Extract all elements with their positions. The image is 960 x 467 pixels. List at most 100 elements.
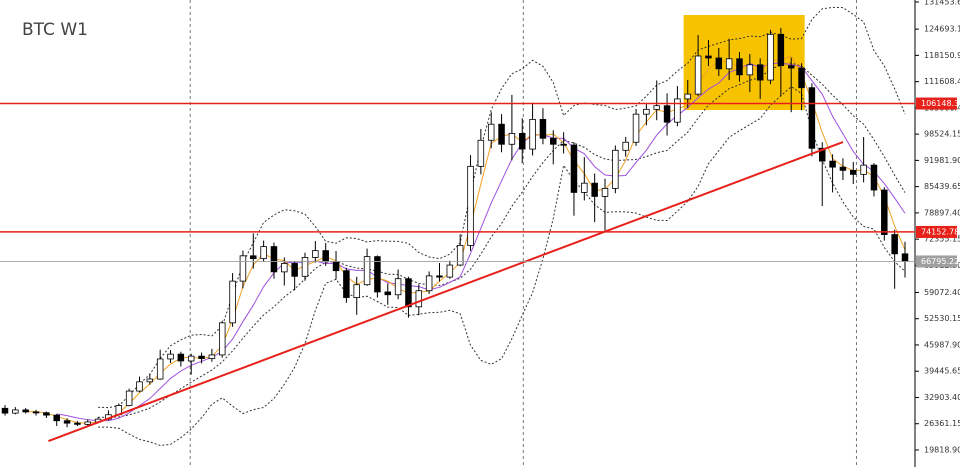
y-tick-label: 98524.15 bbox=[924, 130, 960, 139]
candle-body bbox=[415, 290, 423, 308]
candle-body bbox=[694, 55, 702, 95]
y-tick-label: 26361.15 bbox=[924, 419, 960, 428]
y-tick-label: 45987.90 bbox=[924, 340, 960, 349]
candle-body bbox=[198, 355, 205, 359]
y-tick-label: 111608.40 bbox=[924, 77, 960, 86]
candle-body bbox=[167, 353, 174, 360]
candle-body bbox=[839, 166, 847, 171]
candle-body bbox=[291, 263, 298, 277]
candle-body bbox=[136, 381, 143, 392]
candle-body bbox=[560, 143, 567, 146]
candle-body bbox=[477, 139, 485, 167]
candle-body bbox=[74, 422, 81, 425]
candle-body bbox=[353, 284, 360, 298]
highlight-box bbox=[683, 15, 805, 110]
candle-body bbox=[787, 65, 795, 69]
candle-body bbox=[498, 123, 505, 145]
y-tick-label: 32903.40 bbox=[924, 393, 960, 402]
candle-body bbox=[374, 256, 381, 293]
last-price-box bbox=[916, 255, 957, 268]
candle-body bbox=[177, 353, 185, 362]
y-tick-label: 19818.90 bbox=[924, 445, 960, 454]
candle-body bbox=[881, 189, 888, 235]
candle-body bbox=[581, 182, 588, 193]
y-tick-label: 91981.90 bbox=[924, 156, 960, 165]
candle-body bbox=[22, 409, 29, 413]
candle-body bbox=[156, 358, 164, 380]
candle-body bbox=[850, 169, 857, 175]
candle-body bbox=[467, 165, 474, 246]
y-tick-label: 124693.15 bbox=[924, 25, 960, 34]
candle-body bbox=[63, 420, 71, 424]
candle-body bbox=[343, 270, 350, 298]
y-tick-label: 118150.90 bbox=[924, 51, 960, 60]
candle-body bbox=[146, 378, 154, 383]
candle-body bbox=[53, 414, 60, 422]
price-level-label: 74152.78 bbox=[921, 227, 959, 236]
candle-body bbox=[332, 261, 340, 272]
candle-body bbox=[270, 246, 278, 273]
candle-body bbox=[860, 164, 867, 175]
chart-title: BTC W1 bbox=[22, 20, 88, 40]
candle-body bbox=[32, 411, 40, 414]
candle-body bbox=[456, 244, 464, 266]
candle-body bbox=[84, 421, 92, 425]
candle-body bbox=[591, 182, 598, 197]
candle-body bbox=[405, 278, 412, 308]
y-tick-label: 85439.65 bbox=[924, 182, 960, 191]
candle-body bbox=[436, 275, 443, 278]
candle-body bbox=[550, 137, 557, 145]
candle-body bbox=[250, 255, 257, 260]
candle-body bbox=[818, 147, 826, 162]
candle-body bbox=[829, 160, 836, 168]
y-tick-label: 131453.65 bbox=[924, 0, 960, 6]
candle-body bbox=[798, 67, 805, 89]
candle-body bbox=[756, 64, 764, 81]
candle-body bbox=[239, 255, 247, 282]
candle-body bbox=[674, 98, 681, 123]
candle-body bbox=[384, 291, 392, 296]
candle-body bbox=[301, 257, 309, 277]
candle-body bbox=[208, 354, 216, 359]
y-tick-label: 59072.40 bbox=[924, 288, 960, 297]
candle-body bbox=[508, 133, 516, 145]
candle-body bbox=[901, 253, 909, 262]
candle-body bbox=[539, 118, 547, 139]
candle-body bbox=[1, 407, 9, 414]
candle-body bbox=[643, 108, 650, 115]
candle-body bbox=[767, 33, 774, 81]
candle-body bbox=[736, 58, 743, 76]
candle-body bbox=[529, 118, 536, 150]
candle-body bbox=[715, 57, 723, 70]
candle-body bbox=[425, 275, 433, 292]
candle-body bbox=[260, 246, 267, 260]
price-level-box bbox=[916, 225, 957, 238]
candle-body bbox=[622, 141, 629, 151]
candle-body bbox=[684, 93, 692, 100]
price-level-label: 106148.38 bbox=[921, 99, 960, 108]
candle-body bbox=[12, 409, 19, 414]
candle-body bbox=[218, 322, 226, 356]
candle-body bbox=[808, 87, 816, 149]
candle-body bbox=[43, 412, 50, 416]
candle-body bbox=[725, 58, 733, 70]
candle-body bbox=[570, 144, 578, 193]
price-level-box bbox=[916, 97, 957, 110]
candle-body bbox=[322, 250, 329, 262]
candle-body bbox=[312, 250, 319, 258]
candle-body bbox=[518, 133, 526, 150]
y-tick-label: 72355.15 bbox=[924, 235, 960, 244]
candle-body bbox=[891, 234, 898, 255]
candle-body bbox=[487, 123, 495, 141]
candle-body bbox=[229, 280, 236, 324]
candle-body bbox=[446, 264, 454, 278]
y-tick-label: 52530.15 bbox=[924, 314, 960, 323]
y-tick-label: 78897.40 bbox=[924, 208, 960, 217]
candle-body bbox=[363, 256, 371, 286]
candle-body bbox=[746, 64, 754, 76]
candle-body bbox=[125, 390, 133, 406]
candle-body bbox=[281, 263, 288, 273]
trendline bbox=[48, 141, 844, 442]
candle-body bbox=[870, 164, 878, 191]
